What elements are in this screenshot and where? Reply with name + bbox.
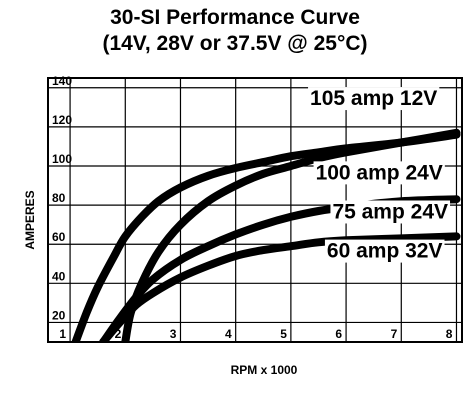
y-axis-label: AMPERES <box>23 190 37 249</box>
annotation-background <box>308 87 440 111</box>
x-tick-label: 6 <box>335 327 342 341</box>
y-tick-label: 100 <box>52 152 72 166</box>
x-tick-label: 3 <box>170 327 177 341</box>
series-line-1 <box>71 130 461 342</box>
series-annotation: 75 amp 24V <box>332 200 448 223</box>
y-tick-label: 140 <box>52 74 72 88</box>
x-tick-label: 7 <box>391 327 398 341</box>
chart-subtitle: (14V, 28V or 37.5V @ 25°C) <box>102 32 368 55</box>
x-tick-label: 2 <box>115 327 122 341</box>
series-annotation: 100 amp 24V <box>316 161 443 184</box>
series-annotation: 60 amp 32V <box>327 240 443 263</box>
y-tick-label: 60 <box>52 230 66 244</box>
y-tick-label: 20 <box>52 308 66 322</box>
annotation-background <box>313 161 445 185</box>
y-tick-label: 120 <box>52 113 72 127</box>
x-tick-label: 4 <box>225 327 232 341</box>
x-tick-label: 1 <box>59 327 66 341</box>
chart-title: 30-SI Performance Curve <box>110 6 360 29</box>
y-tick-label: 80 <box>52 191 66 205</box>
y-tick-label: 40 <box>52 269 66 283</box>
x-tick-label: 5 <box>280 327 287 341</box>
annotations: 105 amp 12V 100 amp 24V 75 amp 24V 60 amp 3… <box>308 87 451 263</box>
series-annotation: 105 amp 12V <box>310 87 437 110</box>
annotation-background <box>324 239 445 263</box>
ticks: 1 2 3 4 5 6 7 8 20 40 60 80 100 120 140 <box>52 74 453 341</box>
x-tick-label: 8 <box>446 327 453 341</box>
annotation-background <box>330 200 451 224</box>
series-line-2 <box>121 128 461 342</box>
x-axis-label: RPM x 1000 <box>231 363 298 377</box>
plot-frame <box>47 77 463 343</box>
